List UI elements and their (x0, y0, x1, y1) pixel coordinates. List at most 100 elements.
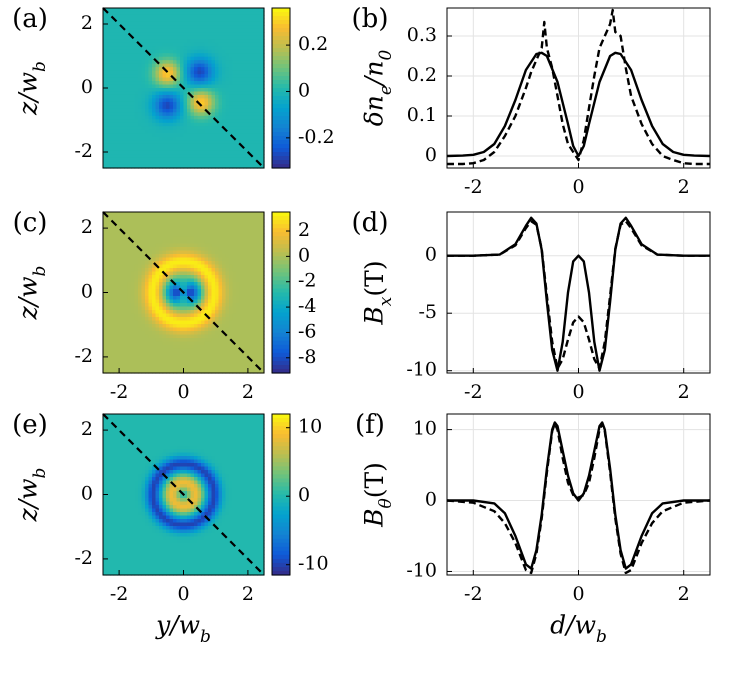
colorbar-cell (272, 160, 290, 165)
heatmap-cell (113, 247, 118, 252)
heatmap-cell (131, 477, 136, 482)
heatmap-cell (124, 240, 129, 245)
heatmap-cell (194, 8, 199, 13)
heatmap-cell (250, 150, 255, 155)
heatmap-cell (176, 359, 181, 364)
heatmap-cell (127, 355, 132, 360)
heatmap-cell (106, 240, 111, 245)
heatmap-cell (246, 88, 251, 93)
heatmap-cell (127, 564, 132, 569)
heatmap-cell (236, 119, 241, 124)
heatmap-cell (250, 14, 255, 20)
heatmap-cell (190, 362, 195, 367)
heatmap-cell (145, 18, 150, 23)
heatmap-cell (117, 533, 122, 538)
heatmap-cell (176, 91, 181, 96)
heatmap-cell (134, 310, 139, 315)
heatmap-cell (236, 88, 241, 93)
heatmap-cell (239, 334, 244, 339)
heatmap-cell (215, 247, 220, 252)
heatmap-cell (253, 133, 258, 138)
heatmap-cell (183, 129, 188, 134)
heatmap-cell (131, 282, 136, 287)
heatmap-cell (141, 39, 146, 44)
heatmap-cell (208, 84, 213, 89)
heatmap-cell (211, 226, 216, 231)
heatmap-cell (257, 324, 262, 329)
heatmap-cell (208, 77, 213, 82)
heatmap-cell (117, 355, 122, 360)
heatmap-cell (169, 324, 174, 329)
heatmap-cell (110, 240, 115, 245)
heatmap-cell (260, 154, 265, 159)
heatmap-cell (141, 320, 146, 325)
heatmap-cell (152, 215, 157, 220)
heatmap-cell (180, 63, 185, 68)
heatmap-cell (148, 341, 153, 346)
heatmap-cell (148, 136, 153, 141)
heatmap-cell (232, 366, 237, 371)
heatmap-cell (260, 327, 265, 332)
heatmap-cell (155, 310, 160, 315)
heatmap-cell (253, 94, 258, 100)
heatmap-cell (253, 98, 258, 103)
heatmap-cell (131, 463, 136, 468)
heatmap-cell (176, 341, 181, 346)
heatmap-cell (113, 320, 118, 325)
heatmap-cell (106, 129, 111, 134)
heatmap-cell (187, 11, 192, 16)
heatmap-cell (127, 222, 132, 227)
heatmap-cell (250, 345, 255, 350)
heatmap-cell (243, 250, 248, 255)
heatmap-cell (141, 536, 146, 541)
heatmap-cell (120, 119, 125, 124)
heatmap-cell (215, 341, 220, 346)
heatmap-cell (166, 250, 171, 255)
heatmap-cell (124, 313, 129, 318)
heatmap-cell (253, 32, 258, 37)
heatmap-cell (145, 306, 150, 311)
heatmap-cell (110, 466, 115, 471)
heatmap-cell (138, 463, 143, 468)
heatmap-cell (239, 275, 244, 280)
heatmap-cell (208, 233, 213, 238)
heatmap-cell (257, 140, 262, 145)
heatmap-cell (215, 268, 220, 273)
heatmap-cell (120, 91, 125, 96)
heatmap-cell (120, 529, 125, 534)
heatmap-cell (194, 352, 199, 357)
heatmap-cell (243, 359, 248, 364)
heatmap-cell (162, 243, 167, 248)
heatmap-cell (183, 56, 188, 61)
heatmap-cell (173, 98, 178, 103)
heatmap-cell (166, 296, 171, 301)
heatmap-cell (134, 547, 139, 552)
heatmap-cell (194, 261, 199, 266)
heatmap-cell (124, 140, 129, 145)
heatmap-cell (120, 317, 125, 322)
heatmap-cell (162, 348, 167, 353)
heatmap-cell (155, 229, 160, 234)
heatmap-cell (110, 501, 115, 506)
heatmap-cell (246, 306, 251, 311)
heatmap-cell (222, 11, 227, 16)
heatmap-cell (236, 285, 241, 290)
heatmap-cell (131, 46, 136, 51)
heatmap-cell (201, 84, 206, 89)
y-tick-label: 0 (81, 281, 93, 303)
heatmap-cell (260, 282, 265, 287)
heatmap-cell (117, 247, 122, 252)
heatmap-cell (183, 164, 188, 169)
heatmap-cell (152, 362, 157, 367)
heatmap-cell (215, 219, 220, 224)
heatmap-cell (120, 164, 125, 169)
heatmap-cell (218, 229, 223, 234)
heatmap-cell (152, 366, 157, 371)
heatmap-cell (124, 324, 129, 329)
heatmap-cell (176, 296, 181, 301)
heatmap-cell (155, 105, 160, 110)
heatmap-cell (152, 240, 157, 245)
heatmap-cell (138, 275, 143, 280)
heatmap-cell (141, 431, 146, 436)
heatmap-cell (260, 366, 265, 371)
